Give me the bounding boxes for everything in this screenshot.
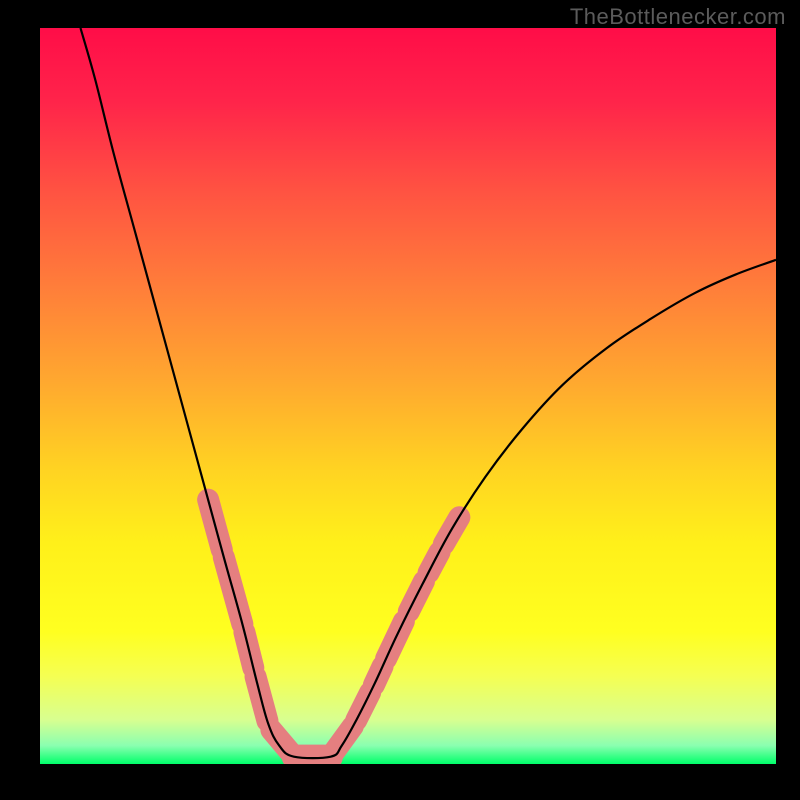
gradient-background — [40, 28, 776, 764]
watermark-text: TheBottlenecker.com — [570, 4, 786, 30]
bottleneck-chart — [0, 0, 800, 800]
